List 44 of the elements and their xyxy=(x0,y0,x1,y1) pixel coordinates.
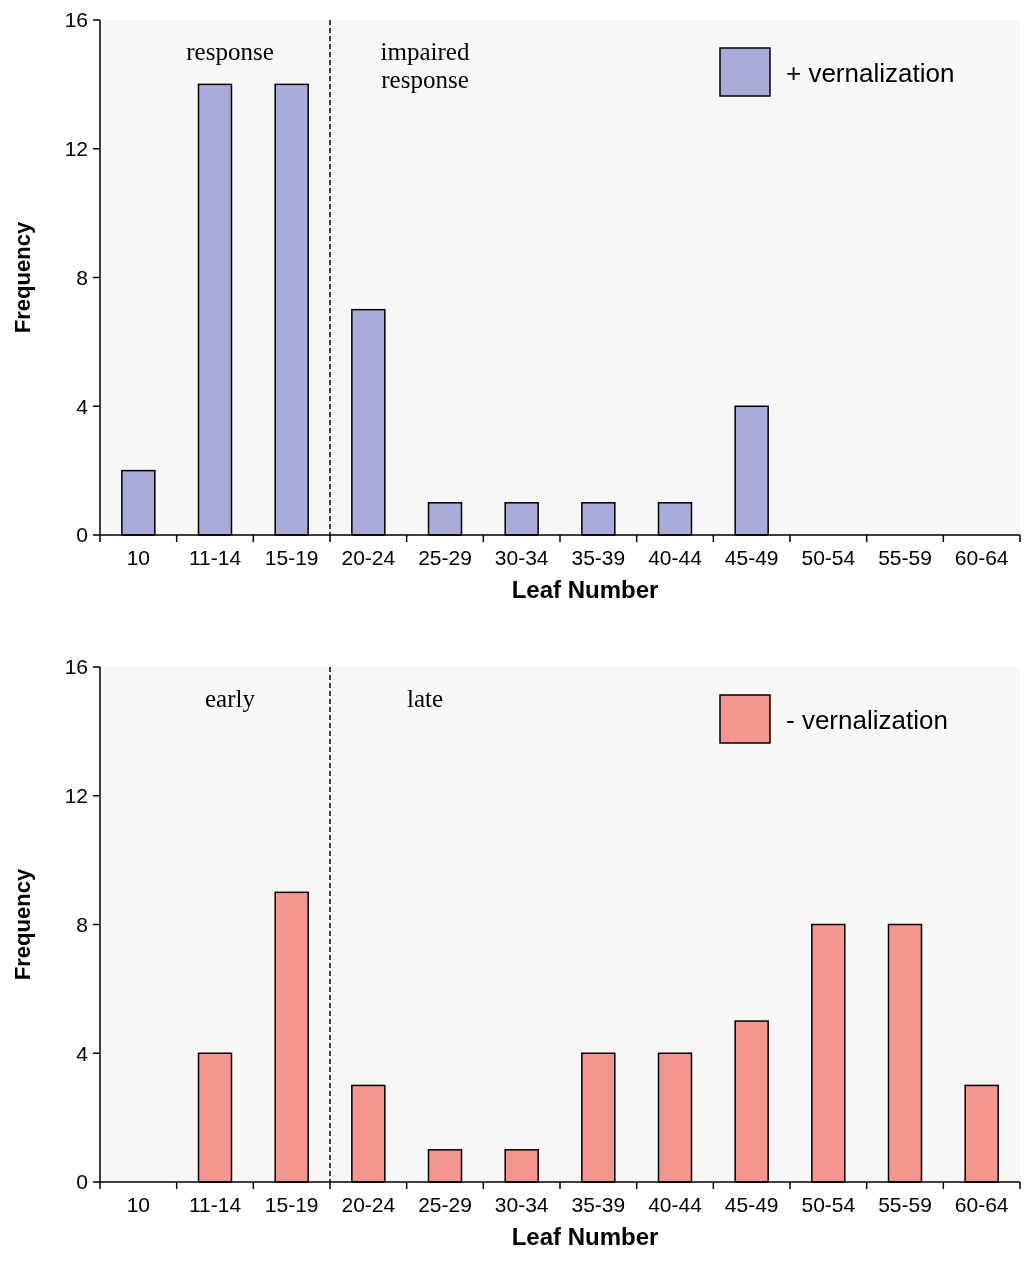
x-tick-label: 15-19 xyxy=(264,1193,319,1216)
x-tick-label: 30-34 xyxy=(494,546,549,569)
x-tick-label: 50-54 xyxy=(801,1193,856,1216)
x-tick-label: 35-39 xyxy=(571,546,626,569)
x-tick-label: 10 xyxy=(126,546,151,569)
x-tick-label: 20-24 xyxy=(341,1193,396,1216)
legend-label: - vernalization xyxy=(786,705,948,736)
x-tick-label: 60-64 xyxy=(954,1193,1009,1216)
annotation: response xyxy=(186,38,274,65)
annotation: early xyxy=(205,685,256,712)
y-axis-title: Frequency xyxy=(10,221,35,334)
x-tick-label: 40-44 xyxy=(648,1193,703,1216)
annotation: late xyxy=(406,685,444,712)
x-tick-label: 11-14 xyxy=(188,546,242,569)
y-tick-label: 8 xyxy=(76,265,88,289)
x-tick-label: 25-29 xyxy=(418,1193,472,1216)
x-tick-label: 50-54 xyxy=(801,546,856,569)
y-tick-label: 12 xyxy=(64,137,88,161)
legend-label: + vernalization xyxy=(786,58,955,89)
y-tick-label: 12 xyxy=(64,784,88,808)
y-tick-label: 16 xyxy=(64,655,88,679)
x-tick-label: 55-59 xyxy=(878,1193,932,1216)
x-tick-label: 55-59 xyxy=(878,546,932,569)
y-tick-label: 4 xyxy=(76,1041,89,1065)
x-tick-label: 45-49 xyxy=(724,546,779,569)
x-tick-label: 45-49 xyxy=(724,1193,779,1216)
y-tick-label: 16 xyxy=(64,8,88,32)
y-tick-label: 0 xyxy=(76,1170,88,1194)
y-tick-label: 4 xyxy=(76,394,89,418)
y-axis-title: Frequency xyxy=(10,868,35,981)
x-tick-label: 15-19 xyxy=(264,546,319,569)
x-tick-label: 30-34 xyxy=(494,1193,549,1216)
x-tick-label: 10 xyxy=(126,1193,151,1216)
y-tick-label: 0 xyxy=(76,523,88,547)
annotation: impaired response xyxy=(380,38,470,93)
y-tick-label: 8 xyxy=(76,912,88,936)
x-axis-title: Leaf Number xyxy=(511,1223,659,1250)
x-tick-label: 20-24 xyxy=(341,546,396,569)
x-tick-label: 35-39 xyxy=(571,1193,626,1216)
x-tick-label: 25-29 xyxy=(418,546,472,569)
x-tick-label: 40-44 xyxy=(648,546,703,569)
x-tick-label: 11-14 xyxy=(188,1193,242,1216)
x-axis-title: Leaf Number xyxy=(511,576,659,603)
x-tick-label: 60-64 xyxy=(954,546,1009,569)
